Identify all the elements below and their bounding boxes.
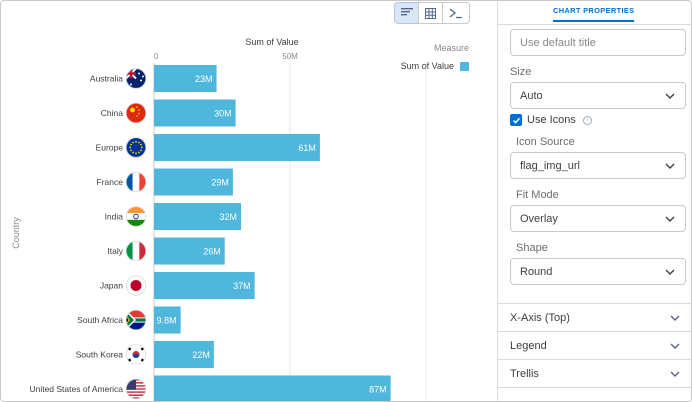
use-icons-checkbox[interactable]: [510, 114, 522, 126]
x-tick-label: 0: [154, 52, 159, 61]
section-legend[interactable]: Legend: [498, 331, 691, 359]
value-label: 9.8M: [157, 315, 177, 325]
section-trellis-label: Trellis: [510, 367, 539, 380]
size-value: Auto: [520, 89, 543, 102]
chart-legend: Measure Sum of Value: [399, 43, 469, 71]
section-x-axis-label: X-Axis (Top): [510, 311, 570, 324]
category-label: Europe: [96, 143, 124, 153]
shape-value: Round: [520, 265, 553, 278]
tab-chart-properties[interactable]: CHART PROPERTIES: [553, 6, 635, 22]
legend-swatch: [460, 61, 469, 71]
chart-area: Sum of Value 0 50M Country Australia 23M China…: [1, 1, 497, 401]
bar: [154, 134, 320, 161]
bar: [154, 99, 236, 127]
bar: [154, 375, 391, 401]
icon-source-value: flag_img_url: [520, 159, 580, 172]
chevron-down-icon: [670, 371, 680, 377]
shape-select[interactable]: Round: [510, 258, 686, 285]
chart-title: Sum of Value: [245, 37, 298, 47]
view-toolbar: [394, 2, 470, 24]
bar: [154, 341, 214, 368]
section-x-axis-top[interactable]: X-Axis (Top): [498, 303, 691, 331]
check-icon: [512, 117, 520, 124]
x-tick-label: 50M: [282, 52, 298, 61]
category-label: China: [101, 108, 123, 118]
australia-flag-icon: [126, 68, 147, 89]
value-label: 23M: [195, 74, 213, 84]
legend-entry-label: Sum of Value: [400, 61, 454, 71]
section-trellis[interactable]: Trellis: [498, 359, 691, 387]
india-flag-icon: [126, 206, 147, 227]
usa-flag-icon: [126, 378, 147, 399]
value-label: 26M: [203, 246, 221, 256]
value-label: 22M: [192, 350, 210, 360]
chevron-down-icon: [665, 163, 675, 169]
legend-title: Measure: [433, 43, 469, 53]
europe-flag-icon: [126, 137, 147, 158]
fit-mode-label: Fit Mode: [516, 189, 559, 201]
bar: [154, 203, 242, 230]
category-label: South Korea: [76, 350, 124, 360]
section-legend-label: Legend: [510, 339, 547, 352]
chart-title-input[interactable]: Use default title: [510, 29, 686, 56]
category-label: France: [97, 177, 124, 187]
value-label: 29M: [211, 177, 229, 187]
bar: [154, 272, 255, 299]
south-africa-flag-icon: [126, 309, 147, 330]
fit-mode-value: Overlay: [520, 212, 558, 225]
legend-entry[interactable]: Sum of Value: [399, 61, 469, 71]
table-icon: [425, 7, 436, 19]
chart-properties-panel: CHART PROPERTIES Use default title Size …: [497, 1, 691, 401]
panel-bottom-divider: [498, 387, 691, 401]
chart-icon: [400, 8, 413, 16]
size-select[interactable]: Auto: [510, 82, 686, 109]
value-label: 32M: [220, 212, 238, 222]
chevron-down-icon: [670, 315, 680, 321]
chart-title-placeholder: Use default title: [520, 36, 596, 49]
bar: [154, 306, 181, 334]
italy-flag-icon: [126, 241, 147, 262]
china-flag-icon: [126, 103, 147, 124]
chevron-down-icon: [665, 269, 675, 275]
fit-mode-select[interactable]: Overlay: [510, 205, 686, 232]
category-label: United States of America: [29, 384, 123, 394]
query-icon: [449, 8, 462, 19]
icon-source-label: Icon Source: [516, 136, 575, 148]
category-label: South Africa: [77, 315, 123, 325]
icon-source-select[interactable]: flag_img_url: [510, 152, 686, 179]
chevron-down-icon: [670, 343, 680, 349]
category-label: Italy: [107, 246, 123, 256]
japan-flag-icon: [126, 275, 147, 296]
category-label: India: [105, 212, 124, 222]
size-label: Size: [510, 66, 532, 78]
query-view-button[interactable]: [442, 2, 470, 24]
france-flag-icon: [126, 172, 147, 193]
category-label: Australia: [90, 74, 123, 84]
south-korea-flag-icon: [126, 344, 147, 365]
panel-tabbar: CHART PROPERTIES: [498, 1, 691, 25]
y-axis-label: Country: [11, 217, 21, 249]
bar: [154, 65, 217, 92]
value-label: 61M: [298, 143, 316, 153]
value-label: 30M: [214, 108, 232, 118]
shape-label: Shape: [516, 242, 548, 254]
use-icons-checkbox-row[interactable]: Use Icons i: [510, 114, 592, 126]
value-label: 37M: [233, 281, 251, 291]
bar: [154, 168, 233, 196]
chevron-down-icon: [665, 93, 675, 99]
category-label: Japan: [100, 281, 123, 291]
chevron-down-icon: [665, 216, 675, 222]
value-label: 87M: [369, 384, 387, 394]
bar: [154, 237, 225, 265]
use-icons-label: Use Icons: [527, 114, 576, 126]
info-icon[interactable]: i: [582, 115, 592, 125]
bar-chart: Sum of Value 0 50M Country Australia 23M China…: [11, 37, 427, 401]
